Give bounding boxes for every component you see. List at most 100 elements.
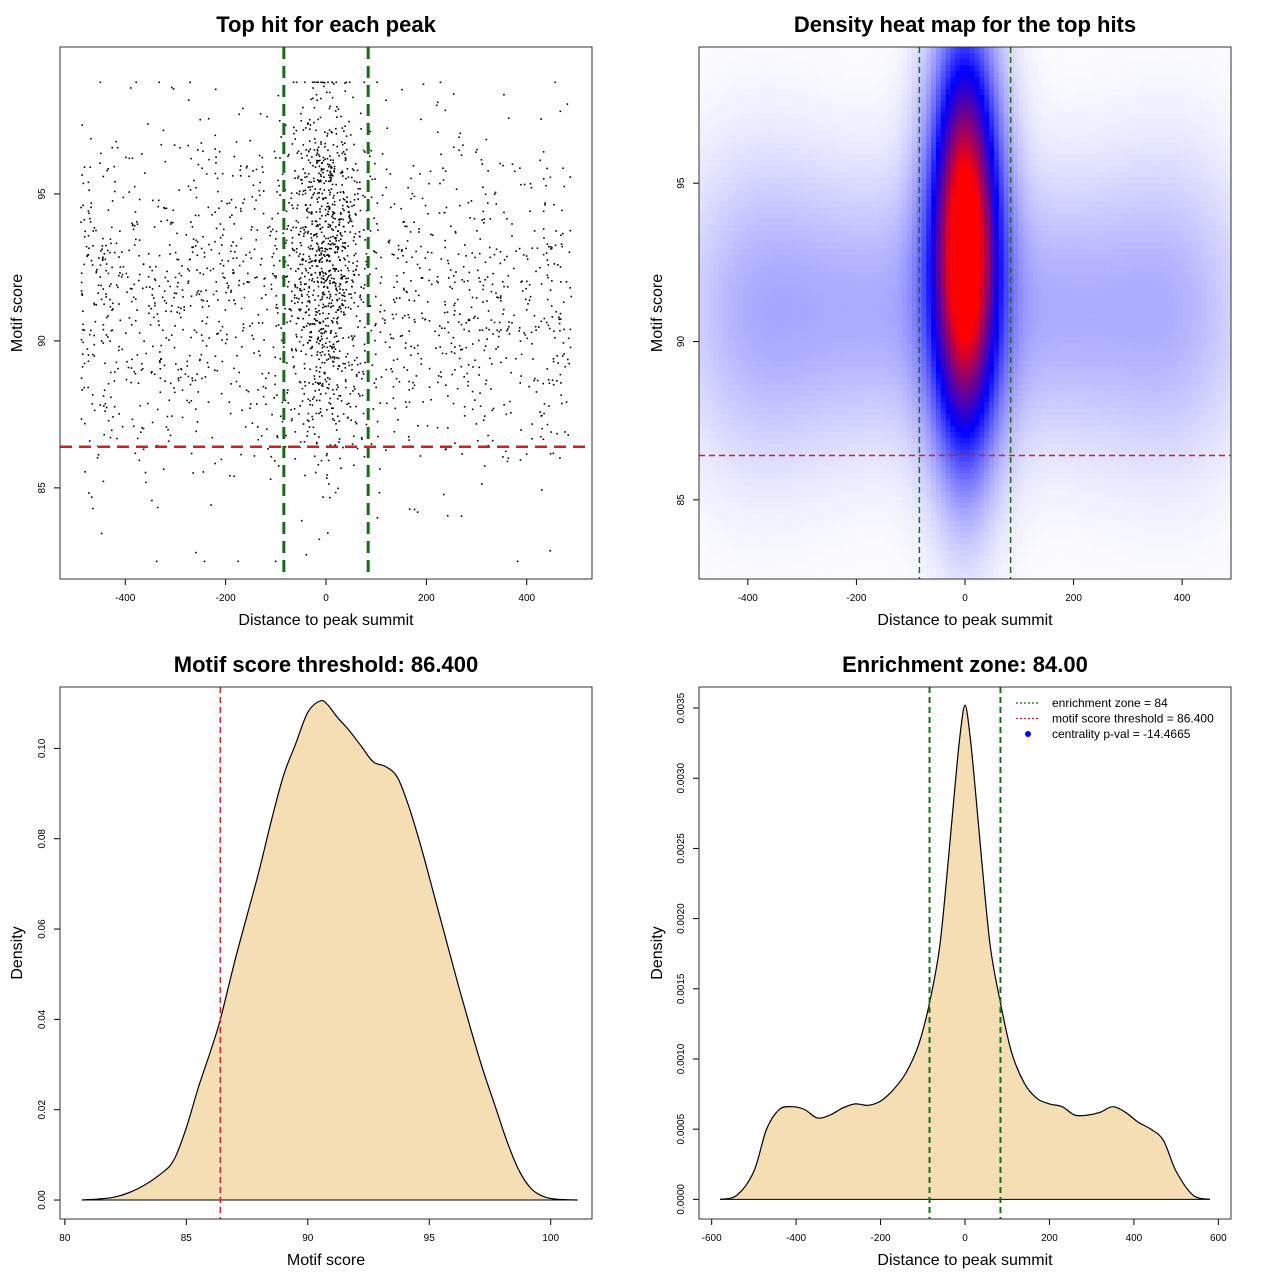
heatmap-cell (810, 271, 816, 279)
heatmap-cell (713, 253, 719, 261)
data-point (316, 198, 318, 200)
data-point (331, 356, 334, 358)
heatmap-cell (786, 383, 792, 391)
data-point (294, 285, 297, 287)
heatmap-cell (810, 177, 816, 184)
heatmap-cell (742, 437, 748, 444)
heatmap-cell (781, 555, 787, 562)
data-point (328, 164, 331, 166)
heatmap-cell (810, 82, 816, 89)
data-point (318, 309, 320, 312)
data-point (103, 433, 106, 436)
data-point (332, 343, 335, 346)
heatmap-cell (786, 295, 792, 302)
heatmap-cell (766, 472, 773, 480)
data-point (151, 499, 153, 502)
heatmap-cell (815, 372, 821, 379)
heatmap-cell (752, 307, 758, 314)
data-point (393, 203, 396, 205)
heatmap-cell (795, 147, 802, 154)
heatmap-cell (703, 82, 710, 89)
data-point (229, 474, 231, 477)
heatmap-cell (781, 194, 787, 202)
heatmap-cell (708, 236, 715, 243)
heatmap-cell (805, 236, 811, 243)
heatmap-cell (790, 366, 797, 373)
heatmap-cell (703, 496, 710, 503)
data-point (296, 207, 298, 210)
data-point (534, 325, 537, 328)
data-point (318, 436, 320, 438)
data-point (176, 258, 178, 261)
heatmap-cell (742, 555, 748, 562)
data-point (315, 154, 318, 156)
data-point (376, 202, 379, 204)
heatmap-cell (800, 531, 806, 539)
heatmap-cell (819, 401, 826, 409)
data-point (174, 251, 177, 254)
data-point (247, 272, 249, 275)
data-point (319, 210, 321, 213)
data-point (162, 129, 165, 132)
heatmap-cell (761, 230, 768, 237)
data-point (99, 264, 102, 267)
data-point (156, 313, 159, 315)
heatmap-cell (718, 431, 724, 438)
data-point (161, 296, 164, 299)
data-point (335, 226, 337, 228)
heatmap-cell (732, 64, 739, 72)
data-point (364, 239, 366, 241)
heatmap-cell (757, 70, 763, 78)
data-point (221, 325, 224, 328)
heatmap-cell (795, 401, 802, 409)
heatmap-cell (703, 425, 710, 432)
data-point (321, 270, 323, 273)
data-point (438, 212, 441, 214)
data-point (406, 291, 408, 294)
heatmap-cell (713, 242, 719, 249)
heatmap-cell (776, 372, 782, 379)
data-point (196, 149, 199, 151)
heatmap-cell (737, 419, 744, 426)
data-point (476, 230, 478, 232)
data-point (314, 166, 317, 168)
data-point (511, 163, 514, 165)
data-point (309, 204, 312, 206)
data-point (219, 329, 222, 332)
heatmap-cell (708, 567, 715, 574)
data-point (556, 380, 558, 382)
data-point (192, 238, 195, 240)
data-point (335, 287, 337, 290)
heatmap-cell (713, 123, 719, 131)
heatmap-cell (732, 123, 739, 131)
data-point (379, 402, 382, 404)
heatmap-cell (805, 230, 811, 237)
heatmap-cell (800, 448, 806, 456)
heatmap-cell (737, 230, 744, 237)
data-point (475, 423, 478, 425)
heatmap-cell (781, 206, 787, 214)
heatmap-cell (757, 378, 763, 385)
heatmap-cell (699, 555, 705, 562)
heatmap-cell (810, 265, 816, 273)
data-point (97, 284, 100, 287)
data-point (149, 286, 151, 288)
heatmap-cell (810, 70, 816, 78)
data-point (273, 397, 275, 399)
heatmap-cell (728, 94, 734, 101)
data-point (136, 437, 139, 440)
data-point (358, 273, 360, 276)
data-point (90, 137, 92, 140)
heatmap-cell (718, 159, 724, 166)
data-point (201, 377, 203, 380)
data-point (80, 338, 83, 341)
heatmap-cell (761, 484, 768, 491)
data-point (335, 293, 337, 296)
data-point (338, 285, 341, 288)
data-point (314, 307, 317, 310)
data-point (251, 322, 254, 325)
data-point (292, 81, 295, 84)
data-point (195, 430, 197, 433)
heatmap-cell (810, 242, 816, 249)
heatmap-cell (766, 490, 773, 497)
